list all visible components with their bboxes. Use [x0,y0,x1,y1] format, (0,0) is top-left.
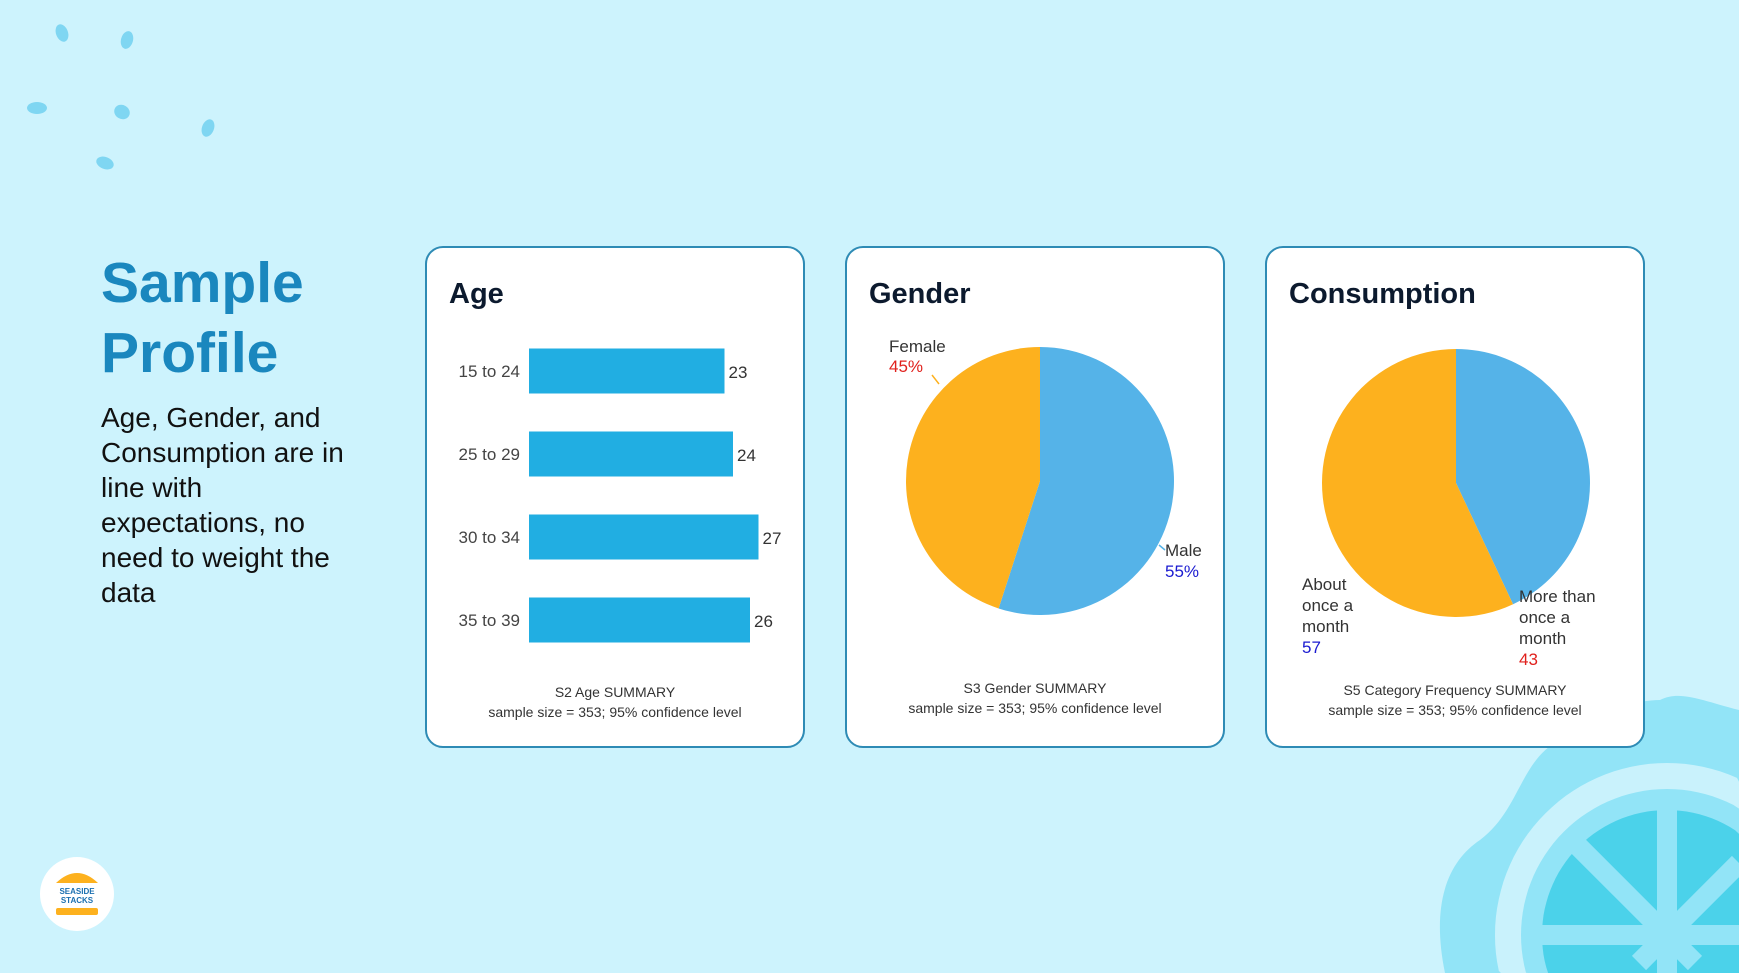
age-chart-title: Age [449,278,504,310]
age-value-label: 24 [737,446,756,465]
about-once-label-line: About [1302,575,1347,594]
title-line-1: Sample [101,251,304,315]
age-caption-title: S2 Age SUMMARY [554,684,676,700]
consumption-caption-sample: sample size = 353; 95% confidence level [1328,702,1582,718]
age-category-label: 25 to 29 [459,445,520,464]
gender-chart-title: Gender [869,278,971,310]
droplets-decoration [27,24,215,170]
about-once-label-line: once a [1302,596,1354,615]
page-title: Sample Profile [101,248,304,388]
gender-caption-sample: sample size = 353; 95% confidence level [908,700,1162,716]
age-category-label: 15 to 24 [459,362,520,381]
gender-caption-title: S3 Gender SUMMARY [963,680,1107,696]
consumption-slice [1322,349,1514,617]
age-card: Age 15 to 24 23 25 to 29 24 30 to 34 27 35 to … [425,246,805,748]
lemon-segment-divider [1567,835,1703,971]
age-bar [529,348,725,394]
male-value: 55% [1165,562,1199,581]
female-leader-line [931,374,940,385]
more-than-once-label-line: More than [1519,587,1596,606]
lemon-segment-divider [1631,855,1739,971]
female-value: 45% [889,357,923,376]
age-bar [529,514,759,560]
gender-slice [998,347,1175,615]
gender-slice [906,347,1040,609]
consumption-chart-title: Consumption [1289,278,1476,310]
title-line-2: Profile [101,321,279,385]
consumption-caption: S5 Category Frequency SUMMARY sample siz… [1267,680,1643,720]
about-once-label-line: month [1302,617,1349,636]
age-caption: S2 Age SUMMARY sample size = 353; 95% co… [427,682,803,722]
lemon-slice-decoration [1439,695,1739,973]
consumption-slice [1456,349,1590,605]
consumption-caption-title: S5 Category Frequency SUMMARY [1343,682,1567,698]
gender-card: Gender Female 45% Male 55% S3 Gender SUMMAR… [845,246,1225,748]
age-bar [529,597,750,643]
male-leader-line [1158,544,1166,551]
male-label: Male [1165,541,1202,560]
summary-text: Age, Gender, and Consumption are in line… [101,402,344,608]
svg-text:STACKS: STACKS [61,896,94,905]
more-than-once-label-line: month [1519,629,1566,648]
about-once-value: 57 [1302,638,1321,657]
age-value-label: 26 [754,612,773,631]
gender-caption: S3 Gender SUMMARY sample size = 353; 95%… [847,678,1223,718]
age-value-label: 27 [763,529,782,548]
age-bar [529,431,733,477]
age-category-label: 30 to 34 [459,528,520,547]
seaside-stacks-logo: SEASIDE STACKS [40,857,114,931]
svg-text:SEASIDE: SEASIDE [59,887,95,896]
age-caption-sample: sample size = 353; 95% confidence level [488,704,742,720]
age-value-label: 23 [729,363,748,382]
female-label: Female [889,337,946,356]
age-category-label: 35 to 39 [459,611,520,630]
more-than-once-label-line: once a [1519,608,1571,627]
more-than-once-value: 43 [1519,650,1538,669]
age-bar-chart: 15 to 24 23 25 to 29 24 30 to 34 27 35 to 39 26 [459,348,782,643]
consumption-card: Consumption About once a month 57 More than o… [1265,246,1645,748]
consumption-pie-chart: About once a month 57 More than once a month 43 [1302,349,1596,669]
burger-logo-icon: SEASIDE STACKS [56,873,98,915]
